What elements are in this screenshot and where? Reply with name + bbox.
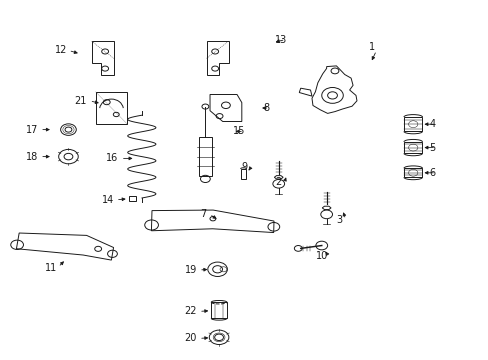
Text: 21: 21 bbox=[74, 96, 87, 106]
Text: 8: 8 bbox=[263, 103, 269, 113]
Text: 15: 15 bbox=[233, 126, 245, 136]
Text: 1: 1 bbox=[368, 42, 374, 52]
Text: 22: 22 bbox=[184, 306, 197, 316]
Text: 20: 20 bbox=[184, 333, 197, 343]
Bar bbox=[403, 168, 422, 177]
Bar bbox=[129, 196, 136, 201]
Bar bbox=[240, 169, 246, 179]
Bar bbox=[403, 142, 422, 153]
Text: 16: 16 bbox=[106, 153, 119, 163]
Bar bbox=[198, 137, 212, 176]
Text: 4: 4 bbox=[429, 119, 435, 129]
Bar bbox=[403, 117, 422, 131]
Text: 19: 19 bbox=[184, 265, 197, 275]
Text: 12: 12 bbox=[55, 45, 67, 55]
Text: 11: 11 bbox=[45, 263, 58, 273]
Text: 18: 18 bbox=[25, 152, 38, 162]
Text: 9: 9 bbox=[241, 162, 247, 172]
Text: 6: 6 bbox=[429, 168, 435, 178]
Text: 17: 17 bbox=[25, 125, 38, 135]
Text: 5: 5 bbox=[429, 143, 435, 153]
Text: 10: 10 bbox=[315, 251, 327, 261]
Text: 14: 14 bbox=[101, 195, 114, 205]
Text: 2: 2 bbox=[275, 177, 281, 187]
Text: 7: 7 bbox=[200, 209, 205, 219]
Text: 3: 3 bbox=[336, 215, 342, 225]
Bar bbox=[211, 302, 226, 318]
Text: 13: 13 bbox=[274, 35, 287, 45]
